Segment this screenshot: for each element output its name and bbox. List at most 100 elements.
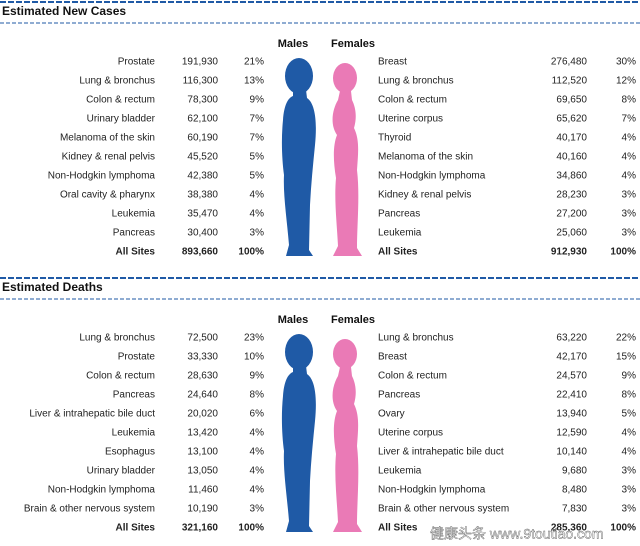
count: 34,860 [556,171,587,182]
percent: 3% [622,209,637,220]
count: 42,170 [556,352,587,363]
site: Colon & rectum [378,95,447,106]
percent: 3% [250,228,265,239]
males-label: Males [278,314,309,326]
section-title: Estimated Deaths [2,280,103,294]
count: 38,380 [187,190,218,201]
percent: 5% [250,152,265,163]
site: Leukemia [112,209,156,220]
site: Pancreas [378,209,420,220]
site: Non-Hodgkin lymphoma [48,171,156,182]
percent: 4% [622,447,637,458]
count: 112,520 [552,76,588,87]
percent: 21% [244,57,264,68]
count: 10,190 [187,504,218,515]
count: 60,190 [187,133,218,144]
site: Breast [378,352,407,363]
site: Pancreas [113,390,155,401]
content: Estimated New Cases Males Females Prostate 1… [0,1,640,534]
count: 13,100 [187,447,218,458]
female-silhouette [332,339,362,532]
percent: 3% [622,466,637,477]
count: 69,650 [556,95,587,106]
site: Breast [378,57,407,68]
percent: 5% [622,409,637,420]
site: Kidney & renal pelvis [378,190,471,201]
percent: 4% [250,209,265,220]
count: 40,170 [556,133,587,144]
count: 78,300 [187,95,218,106]
percent: 22% [616,333,636,344]
percent: 4% [622,428,637,439]
site: Non-Hodgkin lymphoma [378,171,486,182]
count: 24,570 [556,371,587,382]
count: 35,470 [187,209,218,220]
percent: 100% [238,247,264,258]
count: 22,410 [556,390,587,401]
count: 116,300 [183,76,219,87]
site: Uterine corpus [378,114,443,125]
section-title: Estimated New Cases [2,4,126,18]
watermark: 健康头条 www.9toutiao.com [430,526,604,542]
percent: 100% [610,523,636,534]
site: Brain & other nervous system [378,504,509,515]
site: Colon & rectum [86,371,155,382]
percent: 12% [616,76,636,87]
percent: 4% [250,190,265,201]
site: Oral cavity & pharynx [60,190,155,201]
count: 25,060 [556,228,587,239]
percent: 3% [250,504,265,515]
site: Kidney & renal pelvis [62,152,155,163]
count: 191,930 [182,57,219,68]
site: Pancreas [113,228,155,239]
site: Non-Hodgkin lymphoma [378,485,486,496]
site: All Sites [378,247,418,258]
count: 27,200 [556,209,587,220]
percent: 10% [244,352,264,363]
percent: 7% [622,114,637,125]
count: 33,330 [187,352,218,363]
percent: 3% [622,504,637,515]
count: 13,050 [187,466,218,477]
site: Pancreas [378,390,420,401]
percent: 100% [238,523,264,534]
percent: 6% [250,409,265,420]
site: Prostate [118,352,156,363]
site: Colon & rectum [378,371,447,382]
percent: 5% [250,171,265,182]
count: 63,220 [556,333,587,344]
count: 276,480 [551,57,588,68]
percent: 13% [244,76,264,87]
site: Liver & intrahepatic bile duct [29,409,155,420]
count: 28,630 [187,371,218,382]
count: 30,400 [187,228,218,239]
female-silhouette [332,63,362,256]
site: Leukemia [378,228,422,239]
site: Colon & rectum [86,95,155,106]
count: 285,360 [551,523,588,534]
site: Esophagus [105,447,155,458]
percent: 4% [250,447,265,458]
percent: 4% [250,466,265,477]
count: 912,930 [551,247,588,258]
percent: 8% [250,390,265,401]
count: 11,460 [188,485,218,496]
percent: 8% [622,95,637,106]
site: All Sites [116,523,156,534]
site: Urinary bladder [87,114,156,125]
site: Melanoma of the skin [378,152,473,163]
site: Melanoma of the skin [60,133,155,144]
females-label: Females [331,38,375,50]
percent: 9% [622,371,637,382]
percent: 9% [250,95,265,106]
male-silhouette [281,334,316,532]
count: 62,100 [187,114,218,125]
percent: 23% [244,333,264,344]
count: 12,590 [556,428,587,439]
percent: 4% [250,485,265,496]
site: Ovary [378,409,405,420]
percent: 100% [610,247,636,258]
count: 8,480 [562,485,587,496]
site: Liver & intrahepatic bile duct [378,447,504,458]
